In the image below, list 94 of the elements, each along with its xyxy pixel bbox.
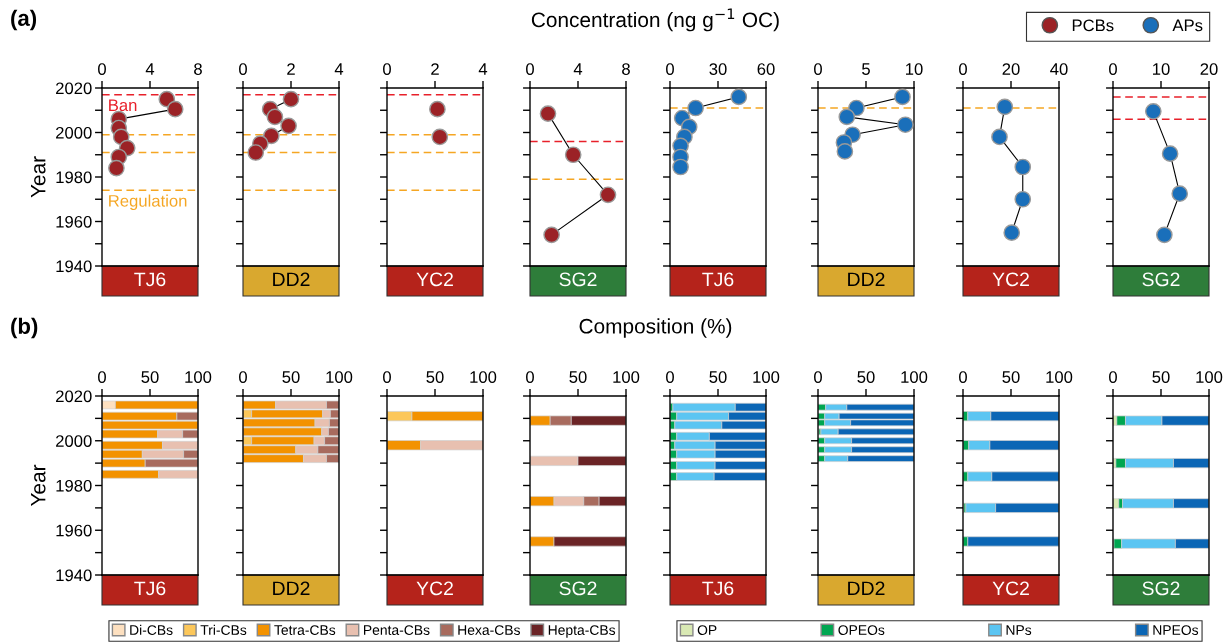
x-tick-label: 100 [326,371,353,383]
x-tick-label: 100 [185,371,212,383]
ref-line-label: Regulation [109,194,187,211]
x-tick-label: 0 [814,371,822,383]
x-tick-label: 5 [862,63,870,75]
x-axis-title: YC2 [416,272,453,287]
x-tick-label: 0 [98,63,106,75]
y-tick-label: 1960 [56,215,92,228]
x-axis-title: DD2 [848,272,885,287]
x-axis-title: TJ6 [702,581,734,596]
legend-label: PCBs [1072,19,1114,32]
x-tick-label: 0 [959,371,967,383]
x-tick-label: 20 [1200,63,1218,75]
legend-label: Hexa-CBs [458,625,520,635]
x-tick-label: 50 [1152,371,1170,383]
legend-label: APs [1172,19,1203,32]
x-tick-label: 30 [709,63,727,75]
x-tick-label: 8 [622,63,630,75]
x-tick-label: 100 [753,371,780,383]
y-tick-label: 2000 [56,435,92,447]
y-axis-title: Year [30,156,46,198]
legend-label: Penta-CBs [364,625,430,635]
x-tick-label: 4 [145,63,155,75]
y-tick-label: 2020 [56,82,92,95]
legend-label: Tri-CBs [200,624,247,635]
x-axis-title: YC2 [992,581,1029,596]
y-tick-label: 2020 [56,390,92,403]
legend-label: OPEOs [838,625,885,635]
chart-title: Concentration (ng g$^{−1}$ OC) [531,8,779,32]
y-tick-label: 1960 [56,524,92,537]
x-axis-title: TJ6 [134,272,166,287]
x-tick-label: 2 [287,63,295,75]
x-axis-title: DD2 [273,581,310,596]
legend-label: Hepta-CBs [548,625,616,638]
x-tick-label: 4 [334,63,344,75]
x-tick-label: 2 [431,63,439,75]
x-axis-title: DD2 [273,272,310,287]
x-tick-label: 100 [1046,371,1073,383]
x-axis-title: YC2 [992,272,1029,287]
x-tick-label: 50 [1002,371,1020,383]
x-axis-title: SG2 [1142,581,1180,596]
x-axis-title: SG2 [559,581,597,596]
x-axis-title: TJ6 [134,581,166,596]
x-tick-label: 0 [814,63,822,75]
x-tick-label: 4 [573,63,583,75]
ref-line-label: Ban [109,99,137,112]
x-tick-label: 8 [194,63,202,75]
text: (a) [11,9,37,31]
x-tick-label: 50 [709,371,727,383]
x-tick-label: 0 [666,63,674,75]
x-axis-title: DD2 [848,581,885,596]
legend-label: OP [697,625,717,635]
x-tick-label: 0 [1109,63,1117,75]
x-tick-label: 60 [757,63,775,75]
x-tick-label: 100 [1196,371,1223,383]
x-tick-label: 0 [239,371,247,383]
x-tick-label: 50 [857,371,875,383]
x-axis-title: SG2 [1142,272,1180,287]
y-tick-label: 1980 [56,171,92,184]
x-tick-label: 40 [1050,63,1068,75]
x-tick-label: 10 [906,63,923,75]
x-tick-label: 0 [383,63,391,75]
chart-title: Composition (%) [579,318,732,338]
x-tick-label: 0 [526,63,534,75]
legend-label: NPEOs [1153,625,1199,635]
x-tick-label: 0 [1109,371,1117,383]
x-axis-title: SG2 [559,272,597,287]
x-tick-label: 0 [959,63,967,75]
y-tick-label: 1940 [56,260,92,273]
y-tick-label: 1940 [56,569,92,582]
x-tick-label: 4 [478,63,488,75]
x-tick-label: 0 [239,63,247,75]
x-tick-label: 50 [141,371,159,383]
y-axis-title: Year [30,464,46,507]
x-tick-label: 100 [901,371,928,383]
x-tick-label: 50 [426,371,444,383]
legend-label: Di-CBs [130,624,173,635]
y-tick-label: 2000 [56,126,92,139]
x-tick-label: 0 [666,371,674,383]
x-tick-label: 10 [1153,63,1170,75]
text: (b) [11,317,38,339]
x-tick-label: 100 [470,371,497,383]
y-tick-label: 1980 [56,479,92,492]
legend-label: NPs [1006,625,1032,635]
x-tick-label: 100 [613,371,640,383]
x-tick-label: 0 [526,371,534,383]
x-axis-title: TJ6 [702,272,734,287]
x-tick-label: 0 [383,371,391,383]
x-tick-label: 20 [1002,63,1020,75]
x-tick-label: 50 [569,371,587,383]
x-axis-title: YC2 [416,581,453,596]
x-tick-label: 0 [98,371,106,383]
legend-label: Tetra-CBs [274,625,336,635]
x-tick-label: 50 [282,371,300,383]
